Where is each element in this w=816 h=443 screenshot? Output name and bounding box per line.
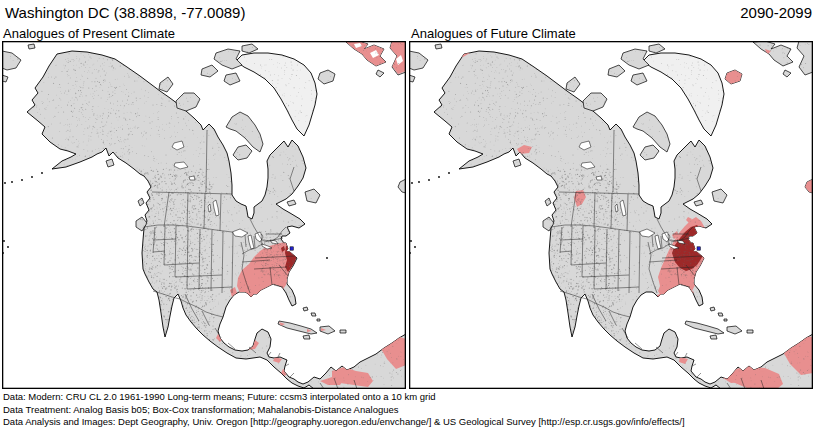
footer-line-analysis: Data Analysis and Images: Dept Geography… — [3, 416, 685, 429]
page-title: Washington DC (38.8898, -77.0089) — [5, 4, 245, 21]
city-marker — [697, 247, 700, 250]
city-marker — [290, 247, 293, 250]
footer-attribution: Data: Modern: CRU CL 2.0 1961-1990 Long-… — [3, 391, 685, 429]
label-present-climate: Analogues of Present Climate — [3, 26, 175, 41]
label-future-climate: Analogues of Future Climate — [411, 26, 576, 41]
map-present-climate — [2, 41, 406, 389]
time-period: 2090-2099 — [740, 4, 812, 21]
north-america-map-future — [409, 41, 813, 389]
footer-line-treatment: Data Treatment: Analog Basis b05; Box-Co… — [3, 404, 685, 417]
north-america-map-present — [2, 41, 406, 389]
map-future-climate — [409, 41, 813, 389]
footer-line-data: Data: Modern: CRU CL 2.0 1961-1990 Long-… — [3, 391, 685, 404]
